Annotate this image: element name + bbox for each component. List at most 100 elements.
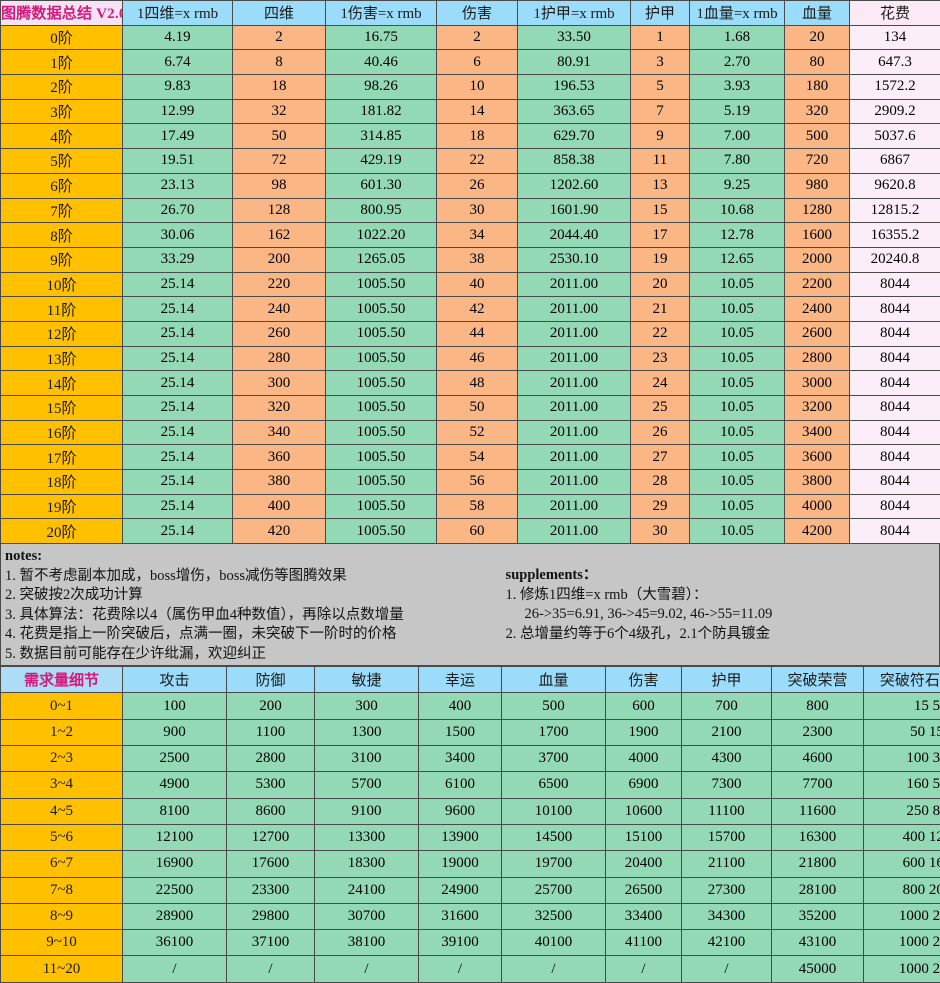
table-cell: / — [315, 956, 419, 982]
table-cell: 21800 — [772, 851, 864, 877]
table-cell: 2600 — [785, 321, 850, 346]
table-cell: 29 — [631, 494, 690, 519]
table-cell: / — [227, 956, 315, 982]
table-cell: 10.05 — [690, 396, 785, 421]
table-cell: 20 — [631, 272, 690, 297]
table-cell: 3100 — [315, 746, 419, 772]
table-cell: 10.05 — [690, 445, 785, 470]
column-header-xingyun: 幸运 — [419, 667, 502, 693]
table-cell: 56 — [437, 470, 518, 495]
table-cell: 3400 — [419, 746, 502, 772]
table-cell: 80.91 — [518, 50, 631, 75]
table-cell: 26500 — [606, 877, 682, 903]
table-cell: 16355.2 — [850, 223, 940, 248]
table-cell: 4300 — [682, 746, 772, 772]
table-cell: 15100 — [606, 824, 682, 850]
table-cell: 30 — [631, 519, 690, 544]
table-cell: 2011.00 — [518, 445, 631, 470]
table-cell: 17 — [631, 223, 690, 248]
column-header-xueliang2: 血量 — [502, 667, 606, 693]
table-cell: 36100 — [123, 930, 227, 956]
supplements-line-1: 1. 修炼1四维=x rmb（大雪碧）： — [506, 586, 939, 606]
table-cell: 6100 — [419, 772, 502, 798]
table-cell: 1005.50 — [326, 519, 437, 544]
table-cell: 33400 — [606, 903, 682, 929]
table-cell: 1000 240 — [864, 930, 940, 956]
table-cell: 8044 — [850, 519, 940, 544]
table-cell: 250 80 — [864, 798, 940, 824]
table-cell: 10.05 — [690, 321, 785, 346]
table-cell: 13300 — [315, 824, 419, 850]
table-cell: 34300 — [682, 903, 772, 929]
table-cell: 10.05 — [690, 470, 785, 495]
table-cell: 2011.00 — [518, 470, 631, 495]
table-cell: 25.14 — [123, 346, 233, 371]
table-cell: 300 — [233, 371, 326, 396]
table-cell: 25.14 — [123, 519, 233, 544]
table-cell: 1005.50 — [326, 297, 437, 322]
table-cell: 1.68 — [690, 25, 785, 50]
table-cell: 3400 — [785, 420, 850, 445]
table-cell: 17600 — [227, 851, 315, 877]
table-cell: 6500 — [502, 772, 606, 798]
table-cell: 21 — [631, 297, 690, 322]
table-cell: 10.05 — [690, 297, 785, 322]
level-range-label: 3~4 — [1, 772, 123, 798]
supplements-line-2: 2. 总增量约等于6个4级孔，2.1个防具镀金 — [506, 625, 939, 645]
column-header-gongji: 攻击 — [123, 667, 227, 693]
table-cell: 1005.50 — [326, 445, 437, 470]
table-cell: / — [123, 956, 227, 982]
table-cell: 2200 — [785, 272, 850, 297]
table-cell: 25.14 — [123, 470, 233, 495]
level-range-label: 11~20 — [1, 956, 123, 982]
table-cell: 19.51 — [123, 149, 233, 174]
table-cell: 10100 — [502, 798, 606, 824]
table-cell: 10.05 — [690, 519, 785, 544]
table-cell: 8044 — [850, 371, 940, 396]
stage-label: 19阶 — [1, 494, 123, 519]
table-cell: 15 5 — [864, 693, 940, 719]
table-cell: 20240.8 — [850, 247, 940, 272]
table-cell: 27300 — [682, 877, 772, 903]
table-cell: 50 — [233, 124, 326, 149]
table-cell: 98 — [233, 173, 326, 198]
table-cell: 720 — [785, 149, 850, 174]
table-cell: 11600 — [772, 798, 864, 824]
table-cell: 314.85 — [326, 124, 437, 149]
table-cell: 28900 — [123, 903, 227, 929]
table-cell: 9.83 — [123, 75, 233, 100]
table-cell: 8044 — [850, 396, 940, 421]
table-cell: 220 — [233, 272, 326, 297]
table-cell: 3000 — [785, 371, 850, 396]
table-cell: 8044 — [850, 297, 940, 322]
table-cell: 40100 — [502, 930, 606, 956]
table-cell: 700 — [682, 693, 772, 719]
table-cell: 2011.00 — [518, 371, 631, 396]
table-cell: 11100 — [682, 798, 772, 824]
stage-label: 10阶 — [1, 272, 123, 297]
level-range-label: 8~9 — [1, 903, 123, 929]
table-cell: 23.13 — [123, 173, 233, 198]
table-cell: 500 — [502, 693, 606, 719]
table-cell: 10.05 — [690, 494, 785, 519]
table-cell: 18300 — [315, 851, 419, 877]
stage-label: 18阶 — [1, 470, 123, 495]
table-cell: 420 — [233, 519, 326, 544]
table-cell: 25.14 — [123, 396, 233, 421]
table-cell: 2011.00 — [518, 297, 631, 322]
table-cell: 1100 — [227, 719, 315, 745]
notes-section: notes: 1. 暂不考虑副本加成，boss增伤，boss减伤等图腾效果 2.… — [1, 544, 498, 665]
table-cell: 29800 — [227, 903, 315, 929]
table-cell: 1005.50 — [326, 371, 437, 396]
table-cell: 18 — [437, 124, 518, 149]
table-cell: 7.80 — [690, 149, 785, 174]
